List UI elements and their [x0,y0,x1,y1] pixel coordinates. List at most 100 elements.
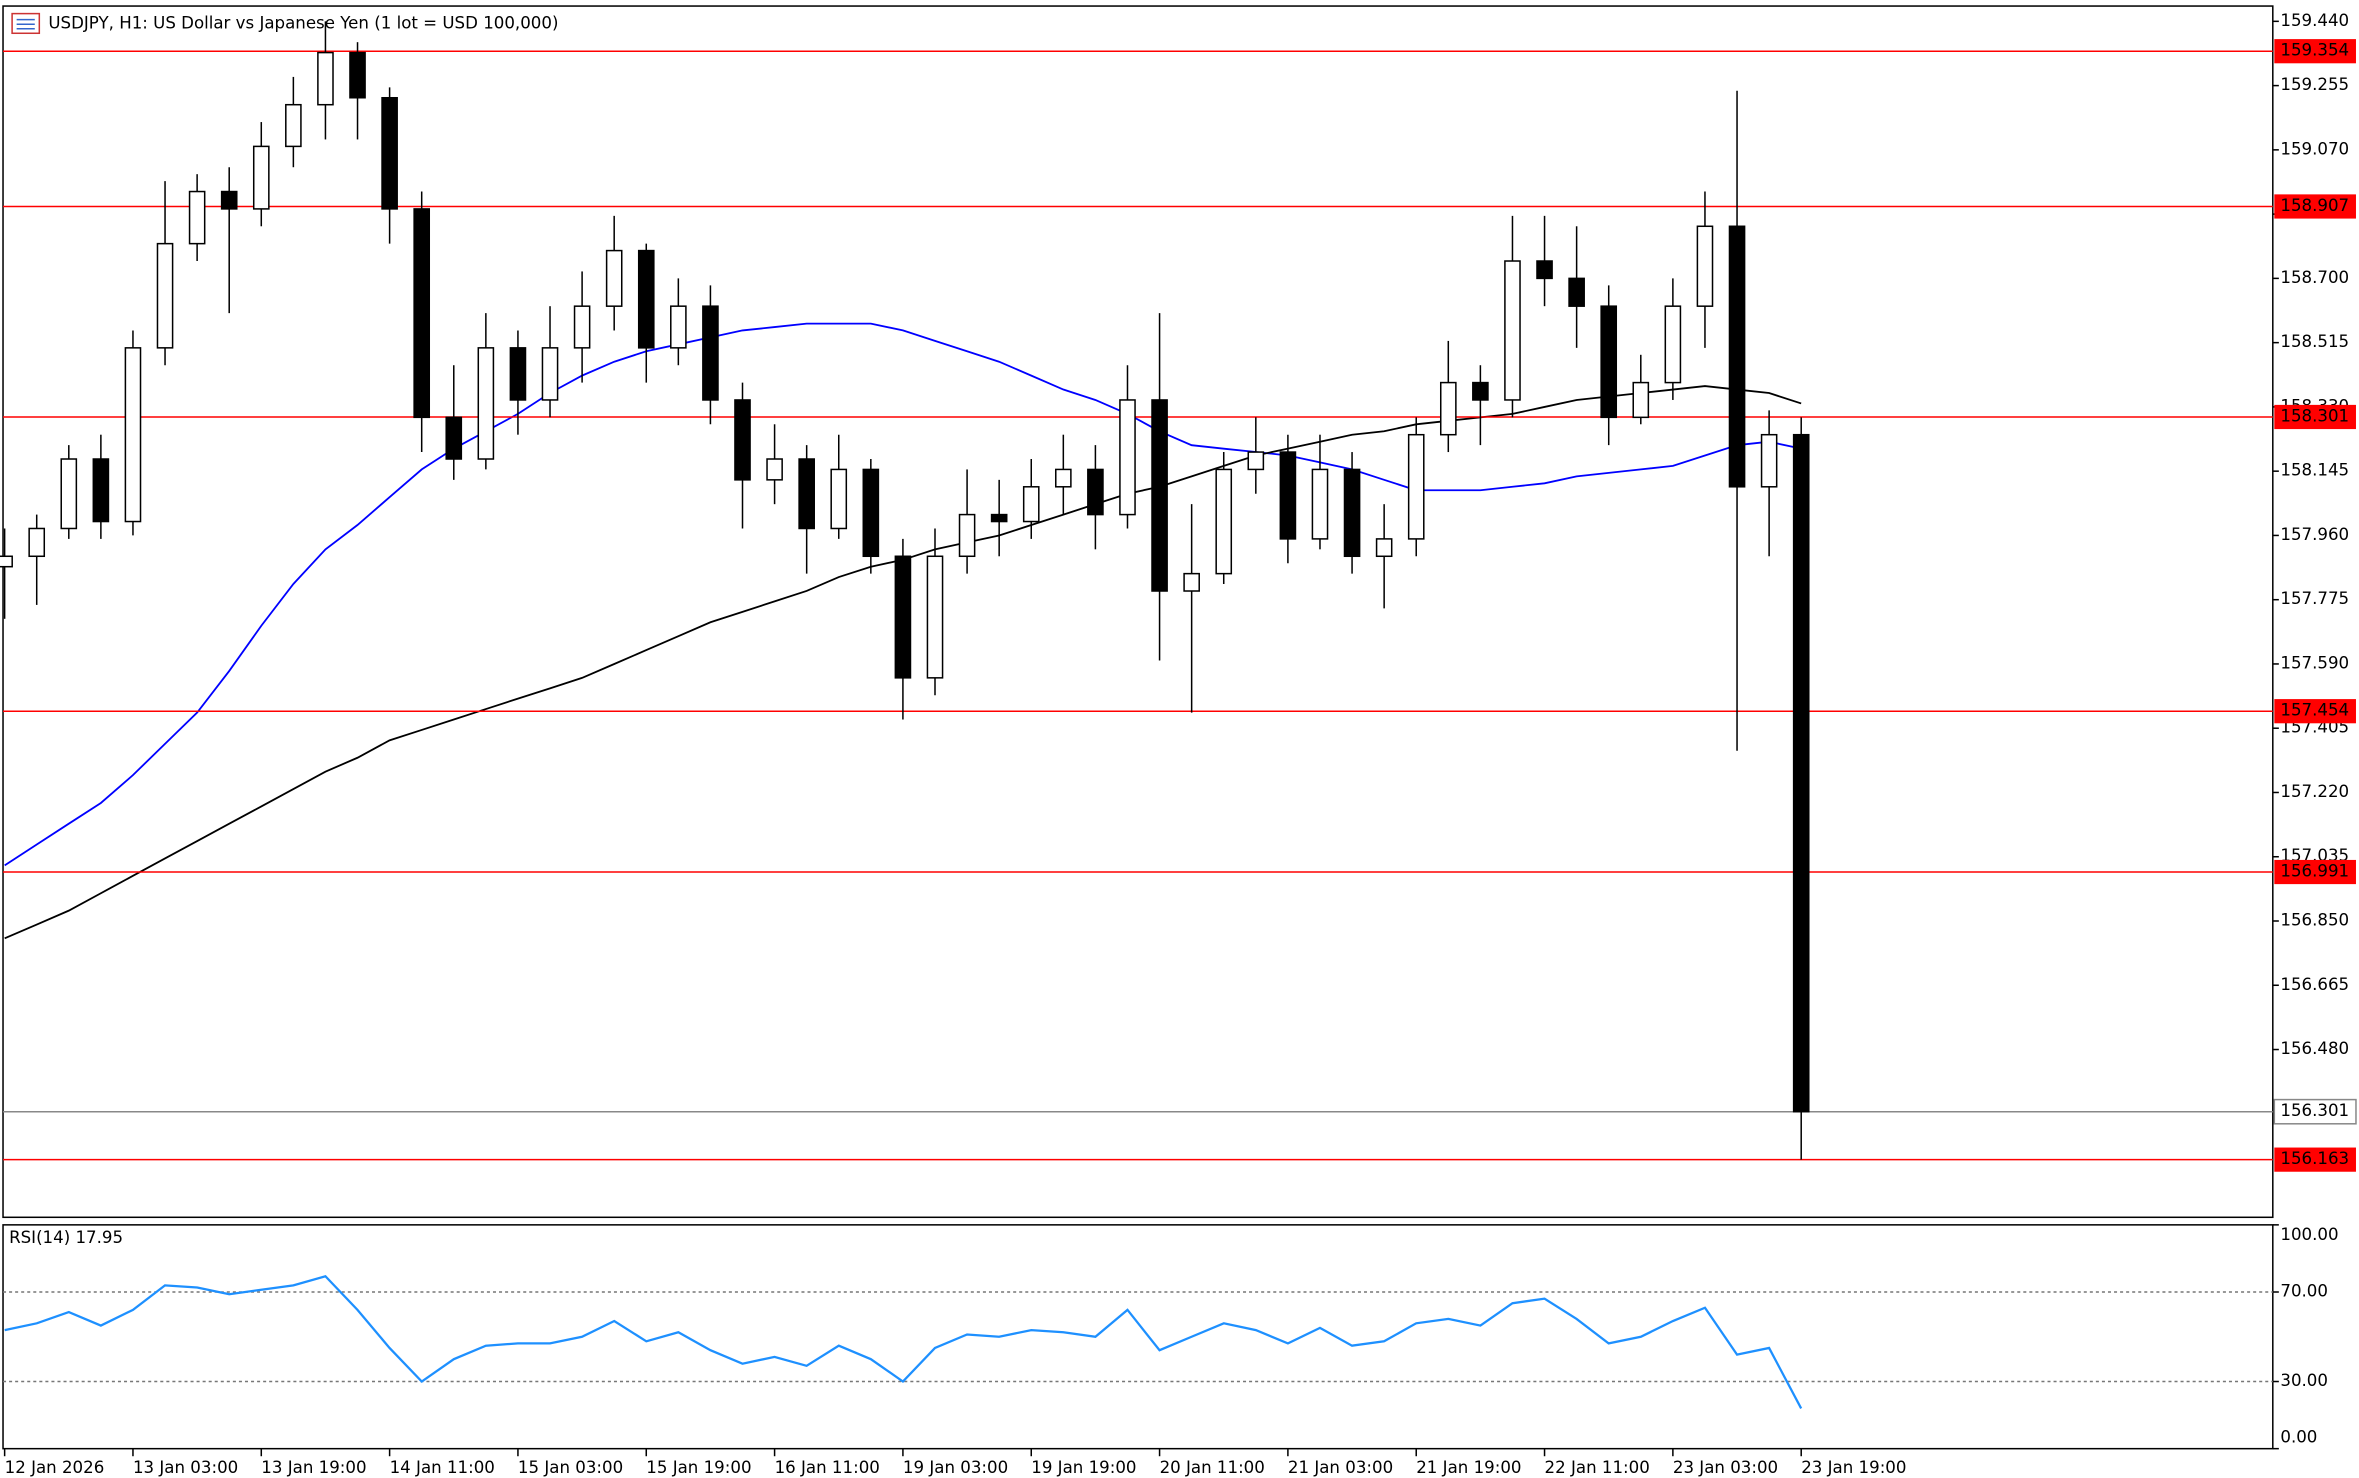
x-tick-label: 20 Jan 11:00 [1160,1458,1265,1477]
candle-body [28,527,46,558]
candle-body [1536,260,1553,280]
candle-body [798,458,815,530]
level-label-box [2274,39,2356,64]
candle-body [381,96,398,210]
level-label: 158.907 [2280,196,2349,215]
candle-body [605,249,623,307]
candle-body [1375,538,1393,558]
y-tick-label: 159.255 [2280,75,2349,94]
candle-body [1247,451,1265,471]
last-price-label: 156.301 [2280,1101,2349,1120]
level-label-box [2274,404,2356,430]
candle-body [60,458,78,530]
candle-body [766,458,783,481]
rsi-tick-label: 70.00 [2280,1282,2328,1301]
candle-body [1792,433,1810,1113]
y-tick-label: 156.480 [2280,1039,2349,1058]
candle-body [1343,468,1361,558]
candle-body [1183,572,1200,592]
candle-body [317,51,334,106]
candle-body [1568,277,1585,307]
price-panel [2,5,2274,1219]
candle-body [637,249,655,349]
candle-body [734,399,751,481]
y-tick-label: 157.220 [2280,782,2349,801]
candle-body [990,513,1008,523]
y-tick-label: 157.960 [2280,525,2349,544]
candle-body [1439,381,1457,436]
x-tick-label: 22 Jan 11:00 [1545,1458,1650,1477]
y-tick-label: 157.590 [2280,653,2349,672]
candle-body [1311,468,1329,540]
y-tick-label: 158.145 [2280,461,2349,480]
y-tick-label: 159.070 [2280,139,2349,158]
x-tick-label: 14 Jan 11:00 [390,1458,495,1477]
candle-body [1119,399,1136,516]
y-tick-label: 157.775 [2280,589,2349,608]
y-tick-label: 156.665 [2280,975,2349,994]
level-label-box [2274,699,2356,724]
candle-body [509,347,527,401]
x-tick-label: 15 Jan 03:00 [518,1458,623,1477]
candle-body [1407,433,1425,540]
chart-title: USDJPY, H1: US Dollar vs Japanese Yen (1… [48,14,558,33]
level-label: 157.454 [2280,701,2349,720]
rsi-label: RSI(14) 17.95 [9,1228,123,1247]
x-tick-label: 16 Jan 11:00 [775,1458,880,1477]
rsi-tick-label: 30.00 [2280,1371,2328,1390]
candle-body [1728,225,1746,488]
candle-body [1760,433,1778,488]
x-tick-label: 23 Jan 19:00 [1801,1458,1906,1477]
candle-body [1632,381,1650,419]
y-tick-label: 159.440 [2280,11,2349,30]
candle-body [0,555,13,568]
candle-body [1600,305,1618,419]
candle-body [285,103,302,148]
x-tick-label: 21 Jan 19:00 [1416,1458,1521,1477]
rsi-tick-label: 0.00 [2280,1428,2317,1447]
candle-body [1087,468,1104,516]
x-tick-label: 13 Jan 03:00 [133,1458,238,1477]
candle-body [862,468,880,558]
x-tick-label: 19 Jan 19:00 [1031,1458,1136,1477]
x-tick-label: 15 Jan 19:00 [646,1458,751,1477]
candle-body [894,555,912,679]
candle-body [1151,399,1168,592]
candle-body [1664,305,1682,384]
level-label: 158.301 [2280,406,2349,425]
candle-body [541,347,559,401]
candle-body [1279,451,1297,540]
level-label-box [2274,859,2356,885]
candle-body [156,242,174,349]
moving-average [4,322,1802,867]
x-tick-label: 23 Jan 03:00 [1673,1458,1778,1477]
candle-body [124,347,142,523]
candle-body [1215,468,1233,575]
y-tick-label: 156.850 [2280,911,2349,930]
x-tick-label: 13 Jan 19:00 [261,1458,366,1477]
candle-body [188,190,206,245]
candle-body [220,190,238,210]
candle-body [92,458,110,523]
y-tick-label: 158.515 [2280,332,2349,351]
x-tick-label: 21 Jan 03:00 [1288,1458,1393,1477]
x-tick-label: 19 Jan 03:00 [903,1458,1008,1477]
candle-body [252,145,270,210]
candle-body [958,513,976,558]
y-tick-label: 158.700 [2280,268,2349,287]
candle-body [413,208,431,419]
level-label: 156.991 [2280,862,2349,881]
candle-body [477,347,495,460]
rsi-panel [2,1224,2274,1450]
candle-body [1022,486,1040,523]
candle-body [830,468,848,530]
x-tick-label: 12 Jan 2026 [5,1458,105,1477]
candle-body [349,51,366,99]
last-price-box [2273,1098,2357,1125]
rsi-line [4,1274,1803,1409]
candle-body [926,555,944,679]
candle-body [670,305,687,349]
level-label: 156.163 [2280,1149,2349,1168]
